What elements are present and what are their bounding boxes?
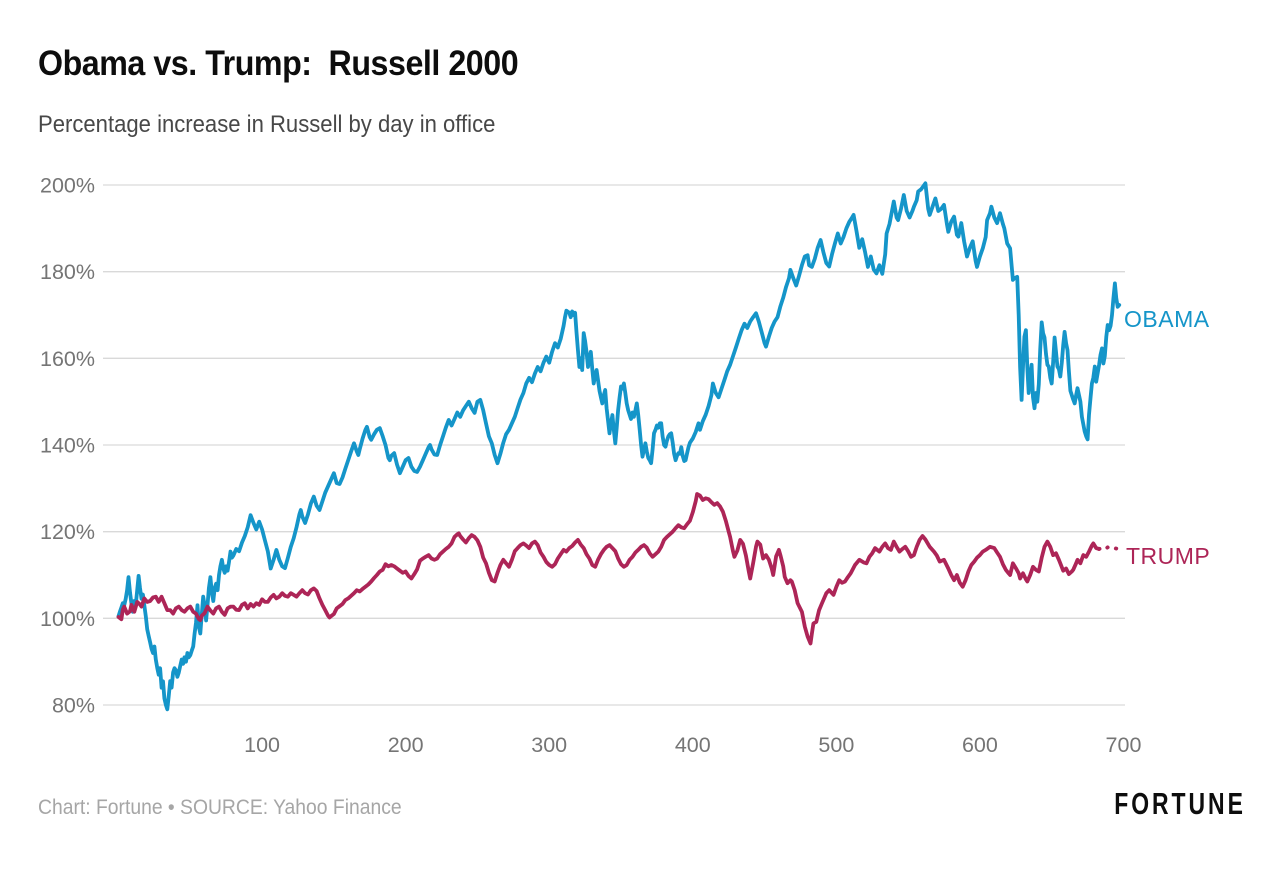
x-tick-label-700: 700 xyxy=(1106,733,1142,757)
x-tick-label-600: 600 xyxy=(962,733,998,757)
x-tick-label-100: 100 xyxy=(244,733,280,757)
gridlines xyxy=(103,184,1125,706)
data-series-lines xyxy=(116,181,1122,712)
series-label-trump: TRUMP xyxy=(1126,543,1211,569)
y-tick-label-80: 80% xyxy=(52,693,95,717)
y-tick-label-120: 120% xyxy=(40,520,95,544)
x-tick-label-200: 200 xyxy=(388,733,424,757)
y-tick-label-140: 140% xyxy=(40,433,95,457)
source-credit: Chart: Fortune • SOURCE: Yahoo Finance xyxy=(38,796,402,819)
x-axis-tick-labels: 100 200 300 400 500 600 700 xyxy=(244,733,1141,757)
x-tick-label-400: 400 xyxy=(675,733,711,757)
y-tick-label-200: 200% xyxy=(40,173,95,197)
y-axis-tick-labels: 80% 100% 120% 140% 160% 180% 200% xyxy=(40,173,95,717)
page-title: Obama vs. Trump: Russell 2000 xyxy=(38,44,519,83)
chart-subtitle: Percentage increase in Russell by day in… xyxy=(38,111,496,138)
fortune-logo: FORTUNE xyxy=(1114,786,1246,821)
y-tick-label-100: 100% xyxy=(40,607,95,631)
series-line-trump xyxy=(116,492,1101,646)
series-label-obama: OBAMA xyxy=(1124,306,1210,332)
x-tick-label-300: 300 xyxy=(531,733,567,757)
x-tick-label-500: 500 xyxy=(818,733,854,757)
series-line-obama xyxy=(116,181,1122,712)
y-tick-label-160: 160% xyxy=(40,347,95,371)
y-tick-label-180: 180% xyxy=(40,260,95,284)
series-line-trump-dotted-tail xyxy=(1097,545,1122,552)
